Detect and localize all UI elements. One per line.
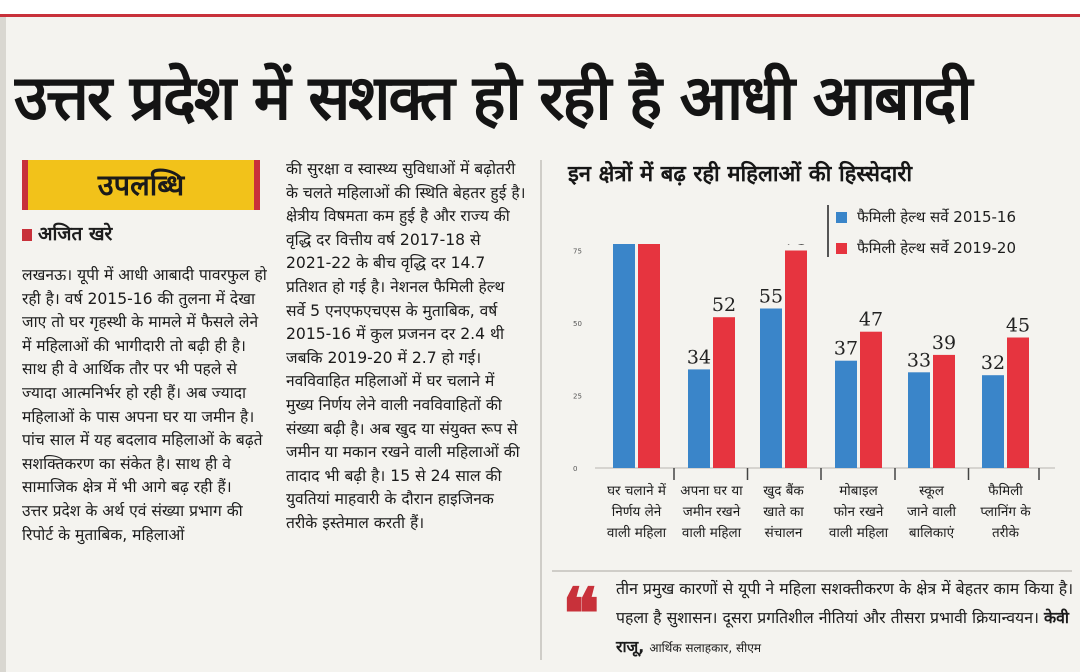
- category-label: खाते का: [763, 503, 804, 520]
- category-label: निर्णय लेने: [612, 503, 662, 520]
- byline: अजित खरे: [22, 220, 262, 248]
- quote-divider: [552, 570, 1072, 572]
- category-label: जमीन रखने: [683, 503, 741, 520]
- category-label: संचालन: [765, 525, 803, 541]
- bar: [613, 244, 635, 468]
- y-tick-label: 50: [573, 320, 582, 328]
- chart-title: इन क्षेत्रों में बढ़ रही महिलाओं की हिस्…: [568, 162, 913, 187]
- paragraph: उत्तर प्रदेश के अर्थ एवं संख्या प्रभाग क…: [22, 501, 243, 544]
- legend-label: फैमिली हेल्थ सर्वे 2015-16: [857, 208, 1016, 226]
- data-label: 75: [784, 244, 808, 250]
- quote-author-role: आर्थिक सलाहकार, सीएम: [649, 641, 762, 655]
- article-column-1: लखनऊ। यूपी में आधी आबादी पावरफुल हो रही …: [22, 264, 268, 547]
- data-label: 55: [759, 286, 783, 308]
- bar: [982, 375, 1004, 468]
- data-label: 32: [981, 352, 1005, 374]
- y-tick-label: 0: [573, 465, 577, 473]
- category-label: स्कूल: [919, 483, 945, 499]
- category-label: फैमिली: [988, 482, 1023, 499]
- article-column-2: की सुरक्षा व स्वास्थ्य सुविधाओं में बढ़ो…: [286, 158, 526, 536]
- data-label: 37: [834, 338, 858, 360]
- data-label: 45: [1006, 315, 1030, 337]
- bar: [713, 317, 735, 468]
- bar: [1007, 337, 1029, 468]
- bar: [785, 250, 807, 468]
- bar: [760, 308, 782, 468]
- data-label: 52: [712, 294, 736, 316]
- category-label: वाली महिला: [682, 524, 742, 541]
- legend-entry-2015: फैमिली हेल्थ सर्वे 2015-16: [836, 202, 1076, 233]
- bar: [908, 372, 930, 468]
- paragraph: की सुरक्षा व स्वास्थ्य सुविधाओं में बढ़ो…: [286, 160, 526, 367]
- page-edge: [0, 17, 6, 672]
- legend-entry-2019: फैमिली हेल्थ सर्वे 2019-20: [836, 233, 1076, 264]
- y-tick-label: 25: [573, 393, 582, 401]
- paragraph: लखनऊ। यूपी में आधी आबादी पावरफुल हो रही …: [22, 266, 267, 497]
- top-rule: [0, 0, 1080, 17]
- bar: [638, 244, 660, 468]
- data-label: 39: [932, 332, 956, 354]
- category-label: फोन रखने: [834, 503, 884, 520]
- category-label: तरीके: [992, 524, 1020, 541]
- category-label: घर चलाने में: [607, 482, 667, 499]
- chart-legend: फैमिली हेल्थ सर्वे 2015-16 फैमिली हेल्थ …: [836, 202, 1076, 264]
- bar: [688, 369, 710, 468]
- pull-quote: तीन प्रमुख कारणों से यूपी ने महिला सशक्त…: [616, 574, 1076, 663]
- category-label: खुद बैंक: [763, 482, 804, 499]
- headline: उत्तर प्रदेश में सशक्त हो रही है आधी आबा…: [14, 61, 973, 134]
- paragraph: नवविवाहित महिलाओं में घर चलाने में मुख्य…: [286, 372, 520, 532]
- legend-swatch-red: [836, 243, 847, 254]
- kicker-badge: उपलब्धि: [22, 160, 260, 210]
- author-name: अजित खरे: [38, 223, 113, 245]
- quote-author: केवी राजू,: [616, 608, 1069, 656]
- quote-mark-icon: ❝: [562, 572, 600, 655]
- data-label: 47: [859, 309, 883, 331]
- legend-swatch-blue: [836, 212, 847, 223]
- category-label: बालिकाएं: [909, 524, 955, 541]
- category-label: वाली महिला: [829, 524, 889, 541]
- bar: [835, 360, 857, 468]
- category-label: अपना घर या: [680, 483, 743, 499]
- legend-label: फैमिली हेल्थ सर्वे 2019-20: [857, 239, 1016, 257]
- bar-chart: 0255075823455373332885275473945घर चलाने …: [573, 244, 1055, 541]
- square-bullet-icon: [22, 228, 32, 241]
- column-divider: [540, 160, 542, 660]
- category-label: जाने वाली: [907, 503, 956, 520]
- quote-text: तीन प्रमुख कारणों से यूपी ने महिला सशक्त…: [616, 579, 1074, 627]
- category-label: मोबाइल: [839, 482, 878, 499]
- category-label: प्लानिंग के: [980, 503, 1031, 520]
- y-tick-label: 75: [573, 248, 582, 256]
- legend-divider: [827, 205, 829, 257]
- bar: [860, 331, 882, 468]
- category-label: वाली महिला: [607, 524, 667, 541]
- data-label: 34: [687, 346, 711, 368]
- data-label: 33: [907, 349, 931, 371]
- bar: [933, 354, 955, 468]
